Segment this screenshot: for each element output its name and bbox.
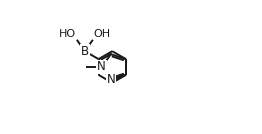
Text: OH: OH (94, 29, 111, 39)
Text: N: N (97, 60, 106, 74)
Text: N: N (107, 73, 115, 86)
Text: HO: HO (59, 29, 76, 39)
Text: B: B (81, 45, 89, 58)
